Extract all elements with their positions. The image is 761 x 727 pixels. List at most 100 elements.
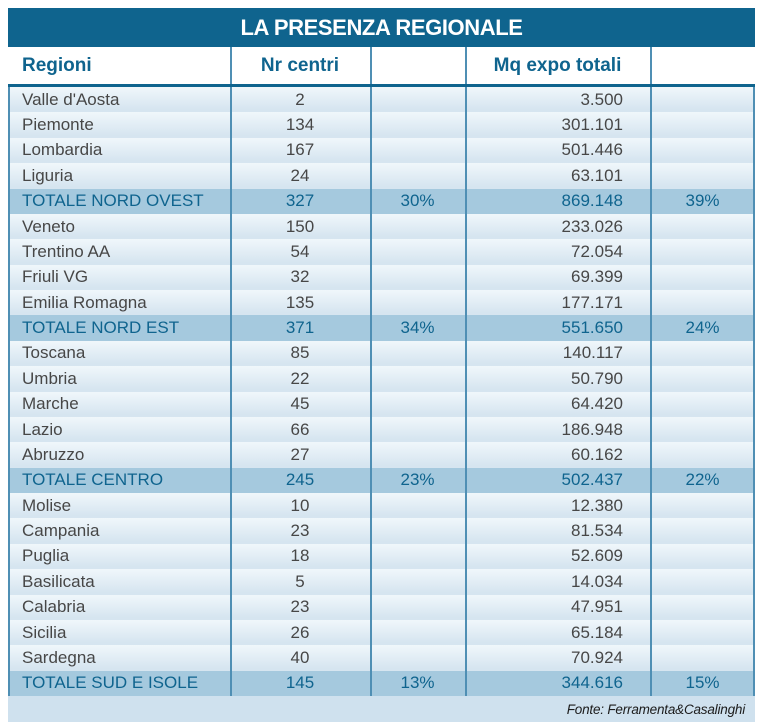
mq-expo-cell: 69.399 xyxy=(571,267,623,287)
table-row: Sicilia 26 65.184 xyxy=(8,619,755,646)
pct-centri-cell xyxy=(370,112,465,137)
column-header-regioni: Regioni xyxy=(22,54,92,76)
table-row: Friuli VG 32 69.399 xyxy=(8,264,755,290)
region-cell: Puglia xyxy=(22,546,70,566)
nr-centri-cell: 66 xyxy=(290,419,310,439)
nr-centri-cell: 85 xyxy=(290,343,310,363)
mq-expo-cell: 551.650 xyxy=(561,318,623,338)
pct-centri-cell xyxy=(370,518,465,543)
region-cell: Sicilia xyxy=(22,622,67,642)
region-cell: Calabria xyxy=(22,597,86,617)
mq-expo-cell: 63.101 xyxy=(571,165,623,185)
pct-mq-cell xyxy=(650,569,755,594)
pct-centri-cell xyxy=(370,239,465,264)
pct-mq-cell xyxy=(650,518,755,543)
pct-centri-cell xyxy=(370,392,465,417)
region-cell: Abruzzo xyxy=(22,444,85,464)
pct-centri-cell: 30% xyxy=(400,191,435,211)
pct-mq-cell xyxy=(650,112,755,137)
pct-centri-cell xyxy=(370,493,465,518)
nr-centri-cell: 327 xyxy=(285,191,315,211)
total-row: TOTALE CENTRO 245 23% 502.437 22% xyxy=(8,467,755,493)
pct-centri-cell xyxy=(370,620,465,645)
pct-centri-cell xyxy=(370,645,465,670)
region-cell: Basilicata xyxy=(22,571,95,591)
mq-expo-cell: 81.534 xyxy=(571,521,623,541)
nr-centri-cell: 134 xyxy=(285,115,315,135)
nr-centri-cell: 26 xyxy=(290,622,310,642)
pct-centri-cell xyxy=(370,138,465,163)
column-header-row: Regioni Nr centri Mq expo totali xyxy=(8,47,755,84)
pct-mq-cell xyxy=(650,392,755,417)
pct-mq-cell xyxy=(650,493,755,518)
pct-mq-cell xyxy=(650,265,755,290)
pct-mq-cell: 22% xyxy=(685,470,720,490)
region-cell: Piemonte xyxy=(22,115,94,135)
mq-expo-cell: 501.446 xyxy=(561,140,623,160)
pct-mq-cell xyxy=(650,163,755,188)
pct-centri-cell xyxy=(370,87,465,112)
column-divider xyxy=(465,47,467,84)
pct-mq-cell xyxy=(650,645,755,670)
pct-mq-cell xyxy=(650,214,755,239)
mq-expo-cell: 502.437 xyxy=(561,470,623,490)
table-row: Marche 45 64.420 xyxy=(8,391,755,417)
column-divider xyxy=(370,87,372,696)
region-cell: TOTALE NORD EST xyxy=(22,318,180,338)
column-header-pct-mq xyxy=(650,47,755,84)
nr-centri-cell: 2 xyxy=(295,89,305,109)
column-header-mq-expo: Mq expo totali xyxy=(493,54,622,76)
pct-mq-cell xyxy=(650,595,755,620)
region-cell: Campania xyxy=(22,521,100,541)
total-row: TOTALE SUD E ISOLE 145 13% 344.616 15% xyxy=(8,670,755,696)
region-cell: TOTALE SUD E ISOLE xyxy=(22,673,199,693)
region-cell: Emilia Romagna xyxy=(22,292,147,312)
table-row: Molise 10 12.380 xyxy=(8,493,755,519)
pct-mq-cell xyxy=(650,239,755,264)
nr-centri-cell: 23 xyxy=(290,521,310,541)
pct-mq-cell xyxy=(650,138,755,163)
region-cell: TOTALE NORD OVEST xyxy=(22,191,204,211)
table-row: Lazio 66 186.948 xyxy=(8,416,755,443)
table-left-border xyxy=(8,87,10,696)
total-row: TOTALE NORD EST 371 34% 551.650 24% xyxy=(8,315,755,341)
pct-mq-cell xyxy=(650,366,755,391)
mq-expo-cell: 233.026 xyxy=(561,216,623,236)
nr-centri-cell: 10 xyxy=(290,495,310,515)
mq-expo-cell: 52.609 xyxy=(571,546,623,566)
table-row: Campania 23 81.534 xyxy=(8,518,755,544)
column-divider xyxy=(230,47,232,84)
pct-centri-cell xyxy=(370,163,465,188)
mq-expo-cell: 12.380 xyxy=(571,495,623,515)
table-row: Basilicata 5 14.034 xyxy=(8,569,755,595)
nr-centri-cell: 150 xyxy=(285,216,315,236)
column-divider xyxy=(650,87,652,696)
pct-centri-cell xyxy=(370,341,465,366)
table-row: Liguria 24 63.101 xyxy=(8,163,755,189)
mq-expo-cell: 64.420 xyxy=(571,394,623,414)
table-row: Emilia Romagna 135 177.171 xyxy=(8,290,755,316)
region-cell: Friuli VG xyxy=(22,267,89,287)
region-cell: Sardegna xyxy=(22,647,96,667)
pct-mq-cell: 15% xyxy=(685,673,720,693)
nr-centri-cell: 40 xyxy=(290,647,310,667)
mq-expo-cell: 72.054 xyxy=(571,241,623,261)
mq-expo-cell: 344.616 xyxy=(561,673,623,693)
pct-mq-cell: 39% xyxy=(685,191,720,211)
mq-expo-cell: 60.162 xyxy=(571,444,623,464)
pct-centri-cell xyxy=(370,214,465,239)
nr-centri-cell: 27 xyxy=(290,444,310,464)
pct-centri-cell xyxy=(370,417,465,442)
nr-centri-cell: 54 xyxy=(290,241,310,261)
nr-centri-cell: 45 xyxy=(290,394,310,414)
source-bar: Fonte: Ferramenta&Casalinghi xyxy=(8,696,755,722)
region-cell: Lazio xyxy=(22,419,63,439)
table-row: Piemonte 134 301.101 xyxy=(8,112,755,138)
table-right-border xyxy=(753,87,755,696)
pct-mq-cell xyxy=(650,417,755,442)
region-cell: TOTALE CENTRO xyxy=(22,470,164,490)
pct-centri-cell xyxy=(370,366,465,391)
pct-mq-cell xyxy=(650,442,755,467)
region-cell: Valle d'Aosta xyxy=(22,89,120,109)
total-row: TOTALE NORD OVEST 327 30% 869.148 39% xyxy=(8,188,755,214)
